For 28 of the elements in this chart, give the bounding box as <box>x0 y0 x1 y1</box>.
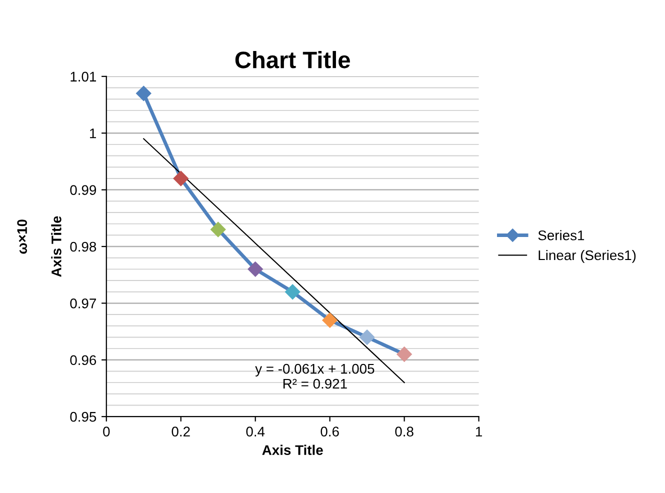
point <box>360 330 375 345</box>
point <box>173 170 188 186</box>
y-tick-label: 0.98 <box>70 242 96 252</box>
x-tick-label: 0 <box>103 426 110 437</box>
point <box>210 222 226 238</box>
chart-title: Chart Title <box>235 50 350 68</box>
legend-label: Linear (Series1) <box>538 250 636 263</box>
x-tick-label: 1 <box>476 426 482 436</box>
x-tick-label: 0.8 <box>395 426 414 437</box>
annotation: y = -0.061x + 1.005 R² = 0.921 <box>255 364 374 389</box>
y-axis-title: Axis Title <box>51 216 62 277</box>
point <box>285 284 300 300</box>
point <box>248 262 263 277</box>
y-tick-label: 0.96 <box>70 355 96 366</box>
y-tick-label: 1.01 <box>70 72 96 82</box>
text: ω×10 <box>17 220 28 254</box>
y-tick-label: 1 <box>90 128 96 138</box>
point <box>136 86 152 101</box>
x-tick-label: 0.6 <box>320 426 339 437</box>
x-tick-label: 0.2 <box>172 426 190 437</box>
y-tick-label: 0.95 <box>70 412 96 422</box>
point <box>322 312 338 328</box>
x-axis-title: Axis Title <box>262 444 323 456</box>
point <box>396 346 412 362</box>
legend-label: Series1 <box>538 230 584 240</box>
x-tick-label: 0.4 <box>246 426 265 437</box>
y-tick-label: 0.97 <box>70 298 96 308</box>
y-tick-label: 0.99 <box>70 185 96 195</box>
